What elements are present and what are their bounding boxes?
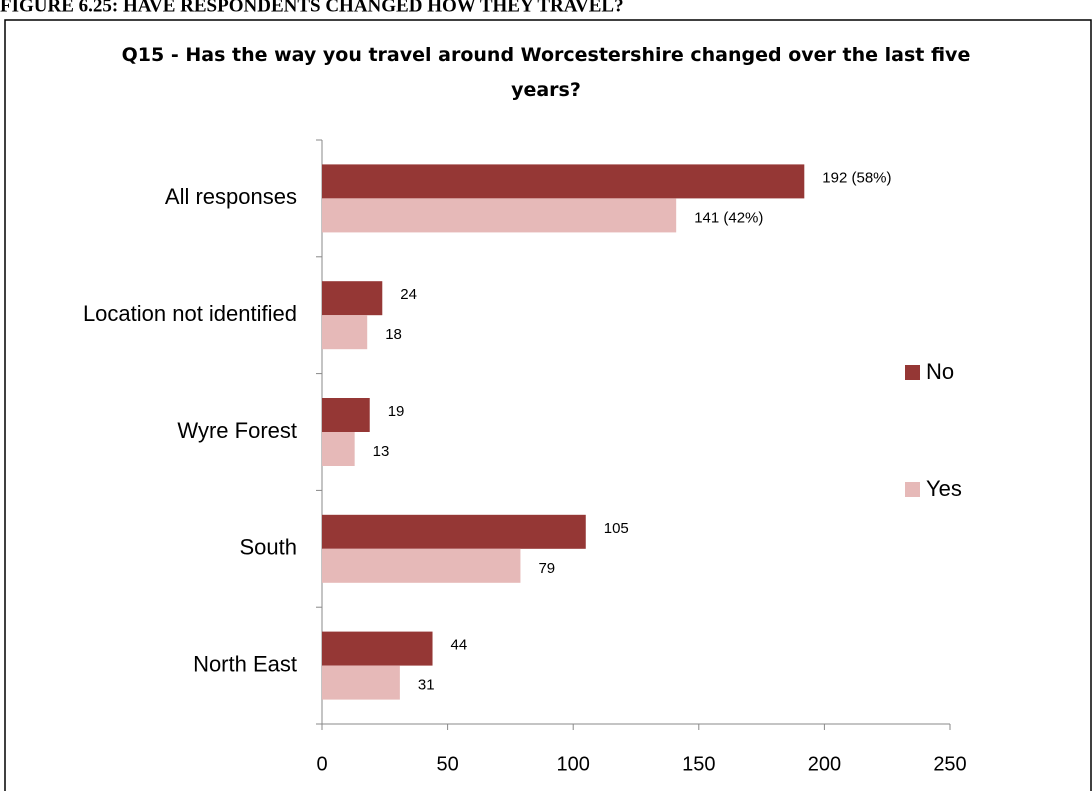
category-label: Wyre Forest (177, 418, 297, 443)
value-label: 105 (604, 520, 629, 537)
bar (322, 548, 521, 583)
x-tick-label: 150 (682, 753, 715, 775)
bar (322, 281, 383, 316)
value-label: 19 (388, 403, 405, 420)
legend-swatch (905, 482, 920, 497)
figure-caption: FIGURE 6.25: HAVE RESPONDENTS CHANGED HO… (0, 0, 624, 16)
value-label: 24 (400, 286, 417, 303)
x-tick-label: 0 (316, 753, 327, 775)
legend-label: No (926, 359, 954, 384)
chart-border (4, 19, 1092, 791)
value-label: 13 (373, 443, 390, 460)
bar (322, 198, 677, 233)
category-label: All responses (165, 184, 297, 209)
value-label: 79 (538, 560, 555, 577)
value-label: 141 (42%) (694, 209, 763, 226)
bar (322, 514, 586, 549)
bar (322, 315, 368, 350)
category-label: Location not identified (83, 301, 297, 326)
bar (322, 665, 400, 700)
bar (322, 631, 433, 666)
bar (322, 432, 355, 466)
title-container: Q15 - Has the way you travel around Worc… (121, 44, 971, 101)
x-tick-label: 100 (557, 753, 590, 775)
value-label: 18 (385, 326, 402, 343)
bar (322, 398, 370, 432)
value-label: 31 (418, 677, 435, 694)
value-label: 44 (451, 637, 468, 654)
chart-title: Q15 - Has the way you travel around Worc… (121, 44, 971, 101)
x-tick-label: 50 (436, 753, 458, 775)
legend-swatch (905, 365, 920, 380)
category-label: South (240, 535, 298, 560)
x-tick-label: 200 (808, 753, 841, 775)
category-label: North East (193, 651, 297, 676)
bar (322, 164, 805, 199)
value-label: 192 (58%) (822, 169, 891, 186)
x-tick-label: 250 (933, 753, 966, 775)
legend-label: Yes (926, 476, 962, 501)
